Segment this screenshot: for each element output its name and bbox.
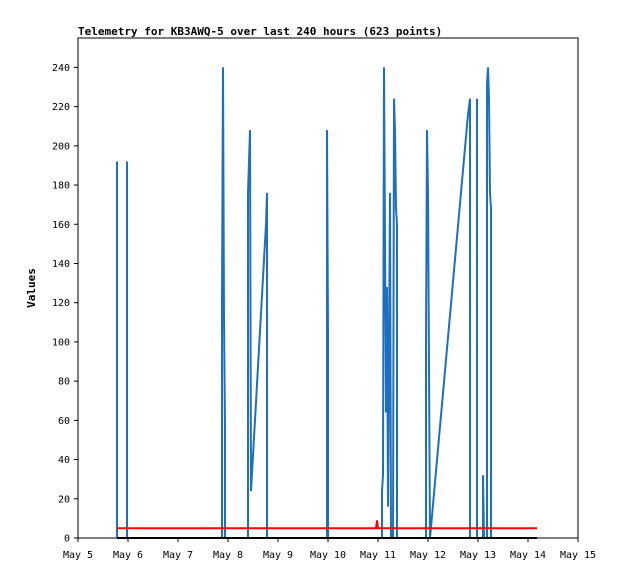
y-tick-label: 180	[52, 181, 70, 192]
y-tick-label: 140	[52, 259, 70, 270]
x-tick-label: May 5	[63, 550, 93, 561]
x-tick-label: May 6	[113, 550, 143, 561]
y-axis-label: Values	[25, 268, 38, 308]
chart-title: Telemetry for KB3AWQ-5 over last 240 hou…	[78, 25, 442, 38]
y-tick-label: 100	[52, 337, 70, 348]
y-tick-label: 240	[52, 63, 70, 74]
y-tick-label: 120	[52, 298, 70, 309]
y-tick-label: 40	[58, 455, 70, 466]
series-line-1	[117, 520, 537, 530]
y-tick-label: 200	[52, 141, 70, 152]
x-tick-label: May 7	[163, 550, 193, 561]
y-tick-label: 60	[58, 416, 70, 427]
y-tick-label: 160	[52, 220, 70, 231]
x-tick-label: May 8	[213, 550, 243, 561]
x-tick-label: May 15	[560, 550, 596, 561]
x-tick-label: May 14	[510, 550, 546, 561]
y-axis: 0 20 40 60 80 100 120 140 160 180 200 220 240	[52, 63, 78, 545]
y-tick-label: 0	[64, 534, 70, 545]
x-axis: May 5 May 6 May 7 May 8 May 9 May 10 May 11 May…	[63, 538, 596, 561]
series-line-0	[116, 67, 492, 539]
x-tick-label: May 9	[263, 550, 293, 561]
y-tick-label: 20	[58, 494, 70, 505]
y-tick-label: 220	[52, 102, 70, 113]
y-tick-label: 80	[58, 377, 70, 388]
x-tick-label: May 13	[460, 550, 496, 561]
series-layer	[116, 67, 537, 539]
x-tick-label: May 10	[310, 550, 346, 561]
x-tick-label: May 11	[360, 550, 396, 561]
x-tick-label: May 12	[410, 550, 446, 561]
